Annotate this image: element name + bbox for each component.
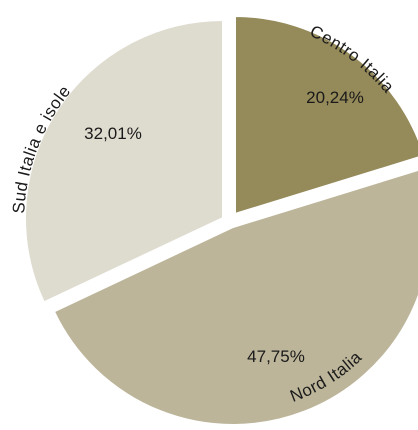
- pie-value-label-sud-italia-e-isole: 32,01%: [84, 124, 142, 143]
- pie-slice-sud-italia-e-isole: [24, 18, 224, 304]
- pie-slice-nord-italia: [52, 168, 418, 426]
- pie-slices: [24, 14, 418, 426]
- pie-value-label-centro-italia: 20,24%: [306, 88, 364, 107]
- pie-value-label-nord-italia: 47,75%: [247, 347, 305, 366]
- pie-slice-centro-italia: [234, 14, 418, 216]
